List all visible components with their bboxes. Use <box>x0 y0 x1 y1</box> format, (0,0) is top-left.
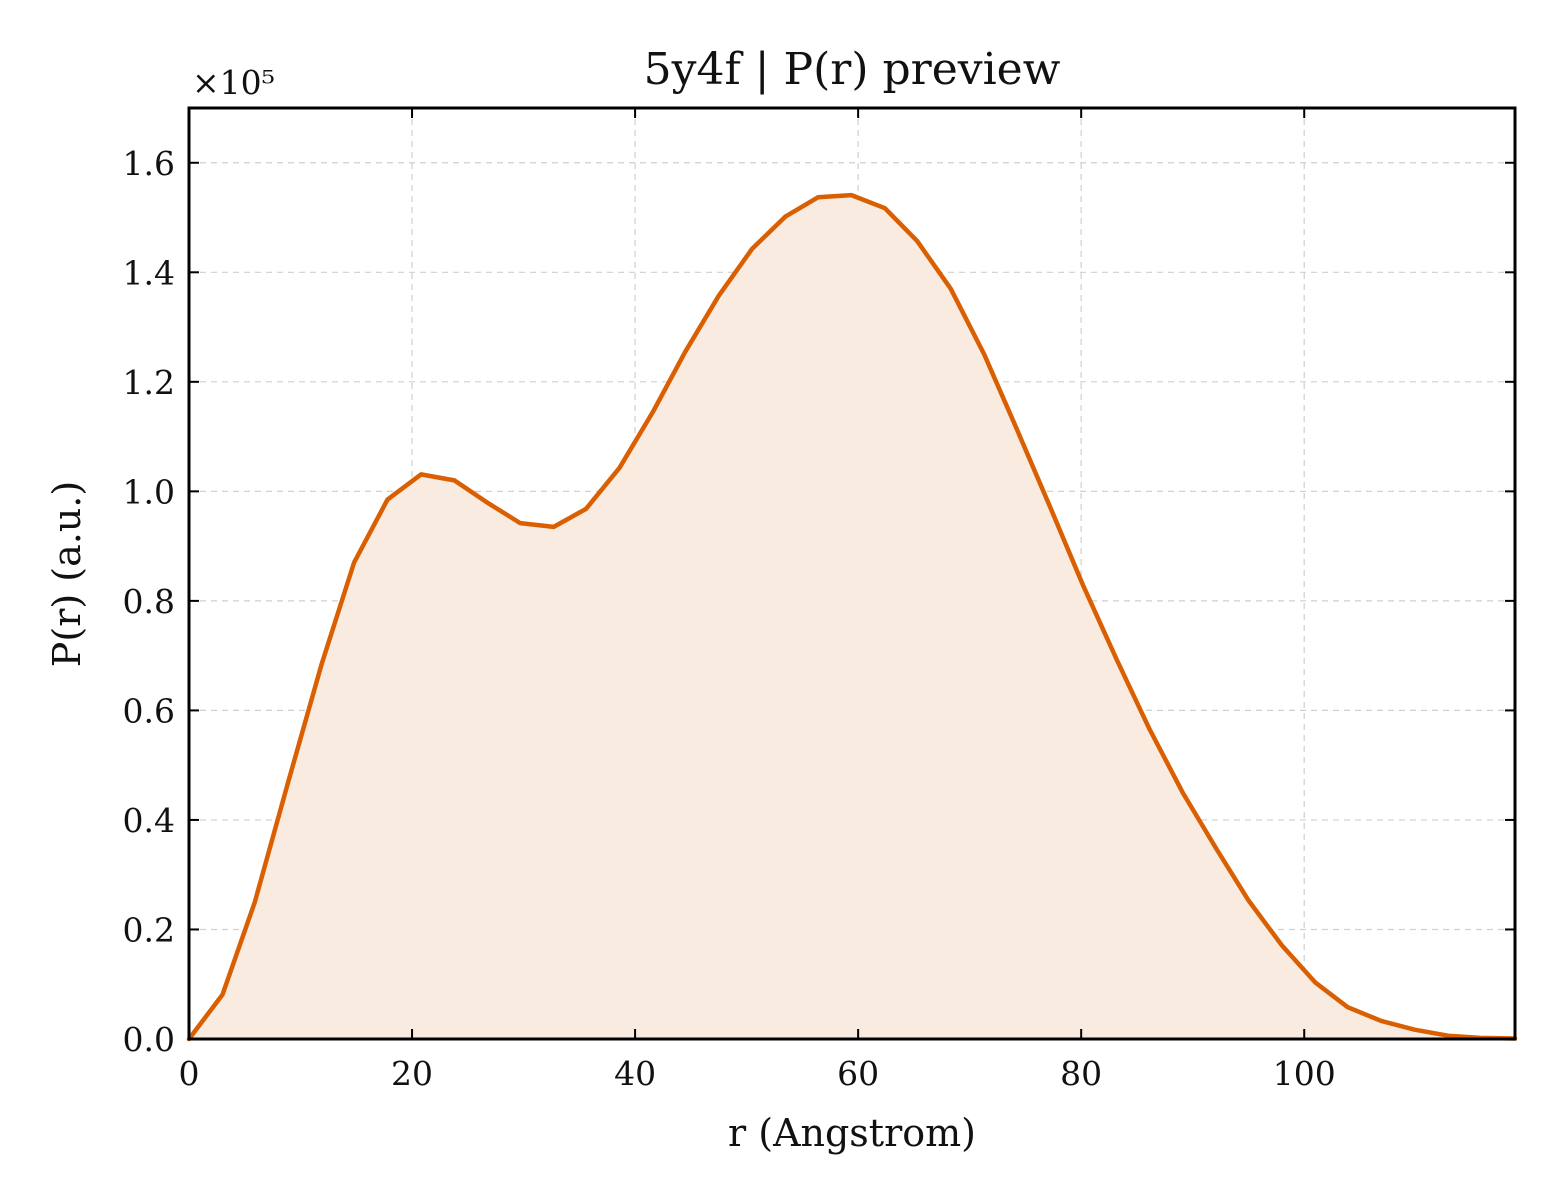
y-tick-label: 0.4 <box>123 801 175 840</box>
x-tick-label: 20 <box>391 1054 433 1093</box>
x-tick-labels: 0 20 40 60 80 100 <box>179 1054 1336 1093</box>
y-multiplier-label: ×10⁵ <box>192 63 275 102</box>
chart-title: 5y4f | P(r) preview <box>644 44 1061 95</box>
x-tick-label: 100 <box>1273 1054 1336 1093</box>
plot-frame <box>187 106 1517 1041</box>
x-tick-label: 60 <box>837 1054 879 1093</box>
y-tick-label: 1.4 <box>123 253 175 292</box>
x-tick-label: 40 <box>614 1054 656 1093</box>
series-area-fill <box>189 195 1515 1040</box>
y-tick-label: 1.0 <box>123 472 175 511</box>
y-tick-labels: 0.0 0.2 0.4 0.6 0.8 1.0 1.2 1.4 1.6 <box>123 144 175 1059</box>
x-axis-label: r (Angstrom) <box>728 1111 976 1155</box>
y-tick-label: 0.0 <box>123 1020 175 1059</box>
x-tick-label: 80 <box>1060 1054 1102 1093</box>
y-tick-label: 0.2 <box>123 910 175 949</box>
y-tick-label: 0.8 <box>123 582 175 621</box>
y-tick-label: 1.6 <box>123 144 175 183</box>
x-tick-label: 0 <box>179 1054 200 1093</box>
series-line <box>186 192 1518 1042</box>
tick-marks <box>188 108 1515 1040</box>
y-tick-label: 0.6 <box>123 691 175 730</box>
y-tick-label: 1.2 <box>123 363 175 402</box>
y-axis-label: P(r) (a.u.) <box>45 481 89 667</box>
